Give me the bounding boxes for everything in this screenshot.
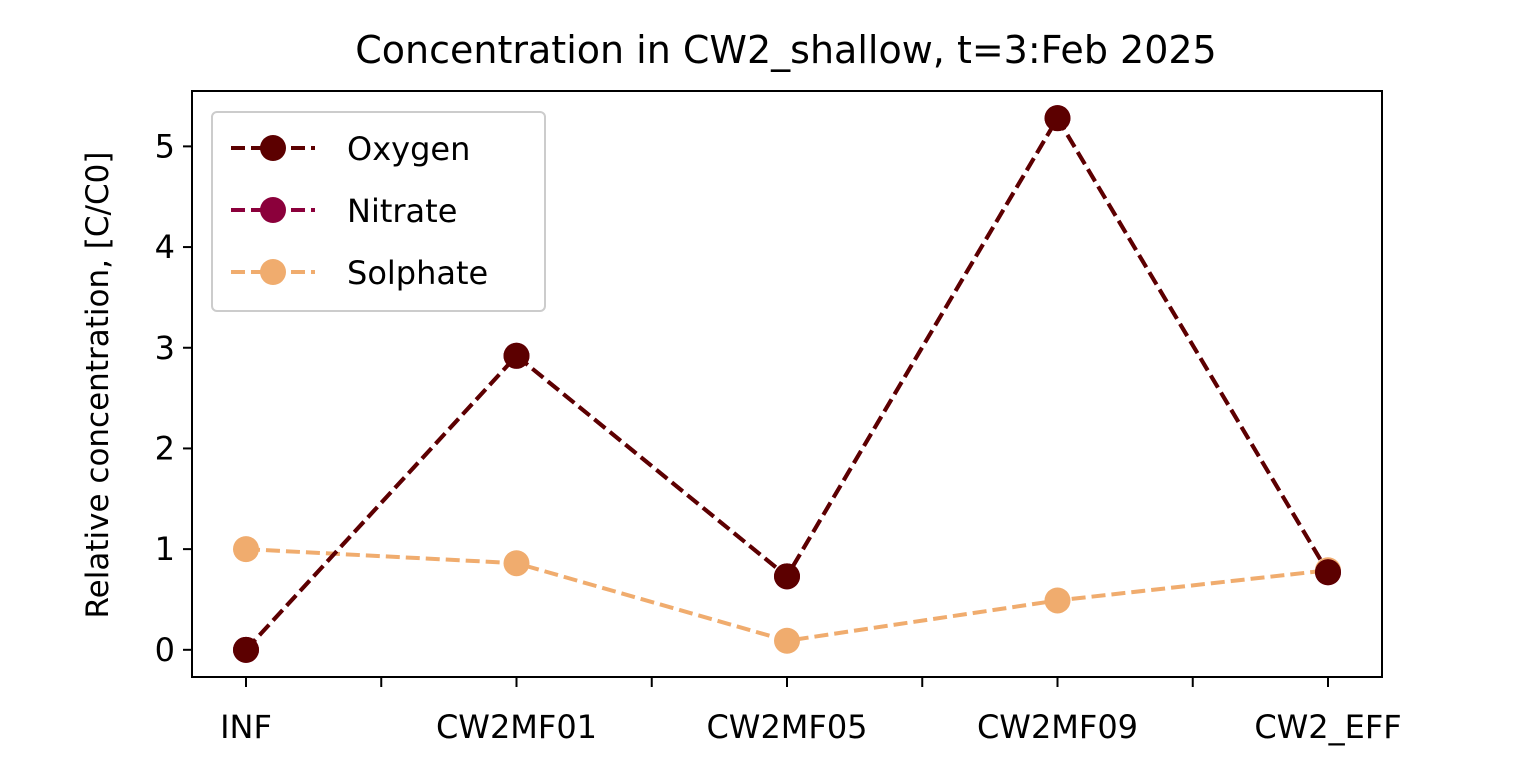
series-layer [233,105,1341,663]
series-oxygen [233,105,1341,663]
x-tick-label: CW2_EFF [1254,708,1401,746]
data-point-oxygen [1315,559,1341,586]
x-tick-label: INF [220,708,272,746]
legend-label-oxygen: Oxygen [347,130,470,168]
y-tick-label: 2 [155,429,175,467]
y-tick-label: 5 [155,127,175,165]
plot-frame [191,90,1383,678]
legend-marker-nitrate [260,197,286,223]
data-point-oxygen [233,636,259,663]
data-point-oxygen [774,563,800,590]
y-tick-label: 4 [155,228,175,266]
legend-marker-solphate [260,259,286,285]
axis-ticks: 0 1 2 3 4 5 INF CW2MF01 CW2MF05 CW2MF09 CW2_EFF [155,127,1402,746]
y-tick-label: 3 [155,329,175,367]
data-point-solphate [1044,587,1071,614]
x-tick-label: CW2MF01 [436,708,597,746]
y-tick-label: 1 [155,530,175,568]
legend: Oxygen Nitrate Solphate [211,111,546,312]
data-point-solphate [503,550,530,577]
x-tick-label: CW2MF09 [977,708,1138,746]
series-line-solphate [245,547,1329,643]
data-point-solphate [233,536,259,563]
data-point-solphate [774,627,800,654]
x-tick-label: CW2MF05 [706,708,867,746]
data-point-oxygen [1044,105,1071,132]
chart-title: Concentration in CW2_shallow, t=3:Feb 20… [355,28,1216,72]
legend-marker-oxygen [260,135,286,161]
y-axis-label: Relative concentration, [C/C0] [80,152,116,619]
legend-box [211,111,546,312]
legend-label-nitrate: Nitrate [347,192,457,230]
series-solphate [233,536,1341,654]
legend-label-solphate: Solphate [347,254,488,292]
data-point-oxygen [503,342,530,369]
y-tick-label: 0 [155,631,175,669]
